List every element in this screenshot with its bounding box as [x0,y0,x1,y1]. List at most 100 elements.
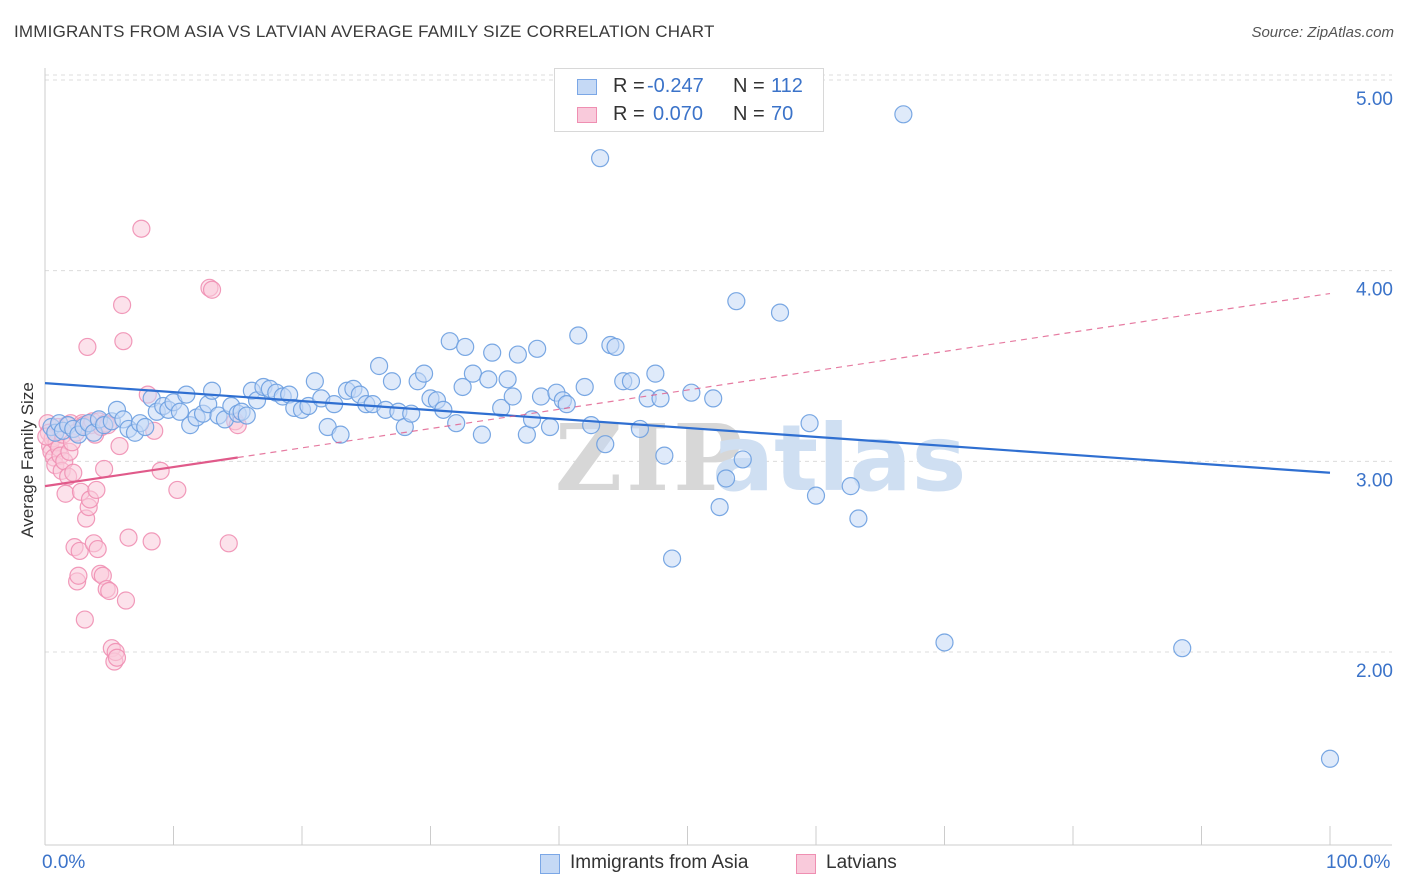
legend-n-value: 112 [771,75,803,97]
data-point [662,549,682,568]
data-point [440,332,459,351]
data-point [382,372,402,391]
data-point [177,385,196,404]
legend-n-label: N = [733,103,765,125]
y-axis-label: Average Family Size [18,382,37,538]
chart-title: IMMIGRANTS FROM ASIA VS LATVIAN AVERAGE … [14,22,715,41]
data-point [646,364,665,383]
y-tick-label: 3.00 [1356,470,1393,491]
data-point [655,446,674,465]
data-point [453,377,472,397]
data-point [682,383,701,402]
legend-label-asia: Immigrants from Asia [570,852,749,873]
data-point [112,295,132,315]
data-point [142,532,161,551]
legend-swatch-asia [577,79,597,95]
data-point [575,377,594,397]
source-label: Source: ZipAtlas.com [1251,24,1394,41]
y-tick-labels: 2.00 3.00 4.00 5.00 [1356,89,1393,682]
data-point [56,484,75,503]
data-point [136,417,155,437]
trend-line [44,382,1331,474]
data-point [69,566,88,585]
data-point [456,337,475,357]
trend-line [44,456,238,488]
data-point [100,581,119,601]
data-point [727,292,746,311]
data-point [78,337,97,357]
data-point [483,343,502,362]
data-point [517,425,536,444]
data-point [800,414,819,433]
x-tick-min: 0.0% [42,852,86,873]
y-tick-label: 2.00 [1356,661,1393,682]
legend-r-label: R = [613,75,645,97]
data-point [841,477,860,496]
data-point [463,364,483,383]
data-point [733,450,752,469]
trend-lines [44,292,1331,488]
legend-n-value: 70 [771,103,794,125]
legend-r-label: R = [613,103,645,125]
data-point [894,105,913,124]
data-point [107,648,127,667]
data-point [531,387,551,406]
data-point [331,425,350,444]
data-point [479,370,498,389]
latvians-points [37,219,247,671]
data-point [710,497,729,517]
data-point [132,219,151,238]
legend-swatch-latvians [577,107,597,123]
data-point [114,332,133,351]
legend-r-value: -0.247 [647,75,704,97]
data-point [305,372,324,391]
data-point [64,463,83,482]
x-tick-max: 100.0% [1326,852,1391,873]
watermark-atlas: atlas [712,405,966,512]
y-tick-label: 5.00 [1356,89,1393,110]
data-point [116,591,136,610]
data-point [498,370,517,389]
data-point [582,416,601,435]
trend-line-extension [237,292,1331,459]
y-tick-label: 4.00 [1356,280,1393,301]
legend-row-latvians: R = 0.070 N = 70 [555,101,823,129]
legend-swatch-latvians [796,854,816,874]
data-point [557,395,576,414]
data-point [569,326,588,345]
data-point [472,425,491,444]
data-point [95,459,114,479]
data-point [110,436,129,456]
data-point [849,509,868,528]
data-point [596,435,615,454]
data-point [621,372,641,391]
data-point [606,337,625,357]
data-point [522,410,542,429]
asia-points [42,105,1340,768]
data-point [591,149,610,168]
data-point [630,419,650,439]
data-point [87,480,106,500]
data-point [651,389,670,408]
data-point [1320,749,1340,768]
data-point [119,528,138,547]
data-point [935,633,954,652]
data-point [202,381,222,400]
legend-row-asia: R = -0.247 N = 112 [555,73,823,101]
legend-r-value: 0.070 [653,103,704,125]
data-point [508,345,527,364]
data-point [237,406,256,425]
data-point [70,541,89,561]
data-point [414,364,434,383]
data-point [75,610,94,629]
data-point [170,402,190,421]
data-point [716,469,736,488]
data-point [88,539,107,559]
data-point [704,389,723,408]
data-point [492,398,511,418]
data-point [1173,639,1192,658]
data-point [528,339,547,358]
data-point [806,486,826,505]
data-point [540,417,560,437]
